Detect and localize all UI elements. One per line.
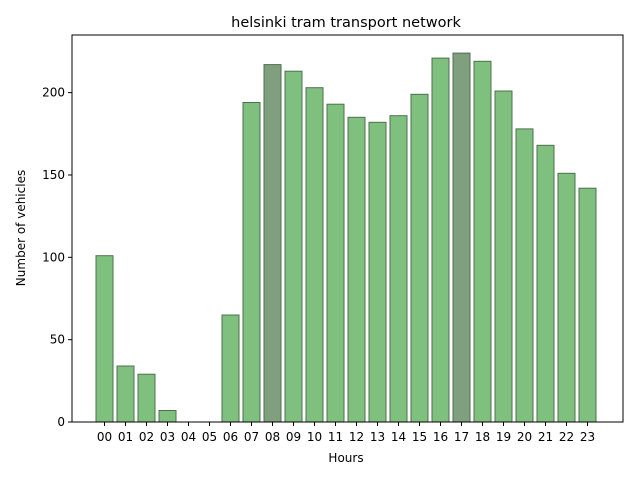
bar-10 bbox=[305, 87, 324, 423]
bar-13 bbox=[368, 121, 387, 423]
bar-23 bbox=[578, 187, 597, 423]
bar-21 bbox=[536, 144, 555, 423]
x-tick-label-07: 07 bbox=[244, 430, 259, 444]
x-tick-label-11: 11 bbox=[328, 430, 343, 444]
y-tick-label-150: 150 bbox=[42, 168, 65, 182]
bars-group bbox=[95, 52, 597, 423]
x-tick-label-08: 08 bbox=[265, 430, 280, 444]
bar-18 bbox=[473, 60, 492, 423]
x-tick-label-10: 10 bbox=[307, 430, 322, 444]
bar-16 bbox=[431, 57, 450, 423]
x-tick-label-01: 01 bbox=[118, 430, 133, 444]
bar-22 bbox=[557, 172, 576, 423]
x-tick-label-00: 00 bbox=[97, 430, 112, 444]
y-tick-label-200: 200 bbox=[42, 86, 65, 100]
bar-17 bbox=[452, 52, 471, 423]
x-tick-label-13: 13 bbox=[370, 430, 385, 444]
bar-07 bbox=[242, 102, 261, 423]
y-tick-label-50: 50 bbox=[50, 333, 65, 347]
x-tick-label-04: 04 bbox=[181, 430, 196, 444]
chart-title: helsinki tram transport network bbox=[231, 15, 461, 31]
bar-02 bbox=[137, 373, 156, 423]
bar-14 bbox=[389, 115, 408, 423]
plot-frame bbox=[71, 34, 624, 423]
y-tick-label-100: 100 bbox=[42, 250, 65, 264]
bar-01 bbox=[116, 365, 135, 423]
x-tick-label-03: 03 bbox=[160, 430, 175, 444]
x-tick-label-16: 16 bbox=[433, 430, 448, 444]
bar-06 bbox=[221, 314, 240, 423]
x-tick-label-20: 20 bbox=[517, 430, 532, 444]
x-tick-label-23: 23 bbox=[580, 430, 595, 444]
x-tick-label-15: 15 bbox=[412, 430, 427, 444]
x-tick-label-18: 18 bbox=[475, 430, 490, 444]
bar-20 bbox=[515, 128, 534, 423]
x-tick-label-14: 14 bbox=[391, 430, 406, 444]
bar-03 bbox=[158, 410, 177, 423]
x-axis: 00 01 02 03 04 05 06 07 08 09 10 11 12 13 14 15 16 17 18 19… bbox=[97, 422, 595, 444]
bar-15 bbox=[410, 93, 429, 423]
bar-09 bbox=[284, 70, 303, 423]
x-tick-label-21: 21 bbox=[538, 430, 553, 444]
x-tick-label-02: 02 bbox=[139, 430, 154, 444]
x-tick-label-12: 12 bbox=[349, 430, 364, 444]
x-tick-label-17: 17 bbox=[454, 430, 469, 444]
x-tick-label-19: 19 bbox=[496, 430, 511, 444]
y-axis: 0 50 100 150 200 bbox=[42, 86, 72, 429]
y-axis-label: Number of vehicles bbox=[14, 170, 28, 286]
bar-12 bbox=[347, 116, 366, 423]
y-tick-label-0: 0 bbox=[57, 415, 65, 429]
x-tick-label-09: 09 bbox=[286, 430, 301, 444]
x-tick-label-06: 06 bbox=[223, 430, 238, 444]
bar-11 bbox=[326, 103, 345, 423]
x-tick-label-05: 05 bbox=[202, 430, 217, 444]
x-axis-label: Hours bbox=[328, 451, 363, 465]
bar-19 bbox=[494, 90, 513, 423]
bar-00 bbox=[95, 255, 114, 423]
bar-08 bbox=[263, 64, 282, 423]
x-tick-label-22: 22 bbox=[559, 430, 574, 444]
